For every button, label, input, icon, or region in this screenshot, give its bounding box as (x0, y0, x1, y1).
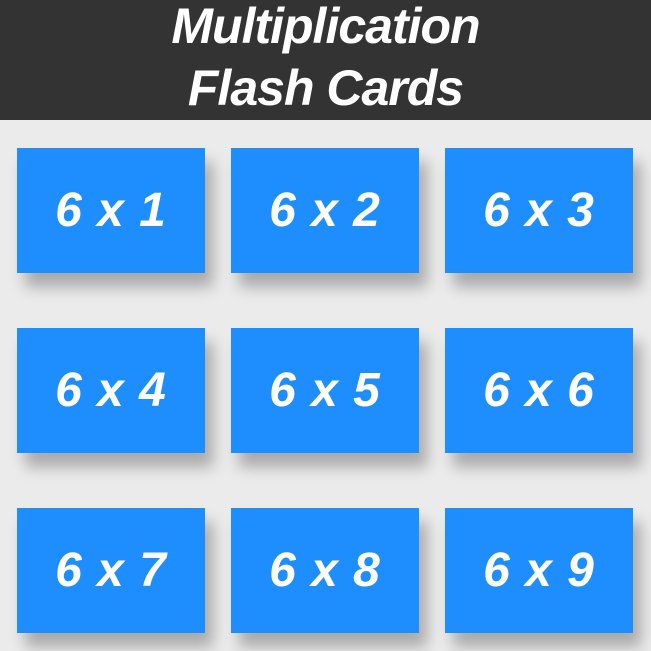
flash-card-6x2[interactable]: 6 x 2 (231, 148, 419, 273)
page-header: Multiplication Flash Cards (0, 0, 651, 120)
flash-card-6x3[interactable]: 6 x 3 (445, 148, 633, 273)
flash-card-6x1[interactable]: 6 x 1 (17, 148, 205, 273)
flash-card-6x9[interactable]: 6 x 9 (445, 508, 633, 633)
flash-card-label: 6 x 5 (269, 364, 381, 417)
flash-card-grid: 6 x 1 6 x 2 6 x 3 6 x 4 6 x 5 6 x 6 6 x … (0, 120, 651, 651)
flash-card-label: 6 x 7 (55, 544, 167, 597)
flash-card-label: 6 x 8 (269, 544, 381, 597)
flash-card-label: 6 x 3 (483, 184, 595, 237)
flash-card-label: 6 x 1 (55, 184, 167, 237)
page-title-line-2: Flash Cards (187, 60, 464, 116)
flash-card-6x5[interactable]: 6 x 5 (231, 328, 419, 453)
flash-card-label: 6 x 6 (483, 364, 595, 417)
flash-card-6x6[interactable]: 6 x 6 (445, 328, 633, 453)
flash-card-label: 6 x 2 (269, 184, 381, 237)
flash-card-label: 6 x 9 (483, 544, 595, 597)
flash-card-6x4[interactable]: 6 x 4 (17, 328, 205, 453)
flash-card-label: 6 x 4 (55, 364, 167, 417)
flash-card-6x7[interactable]: 6 x 7 (17, 508, 205, 633)
page-title-line-1: Multiplication (171, 0, 480, 54)
flash-card-6x8[interactable]: 6 x 8 (231, 508, 419, 633)
